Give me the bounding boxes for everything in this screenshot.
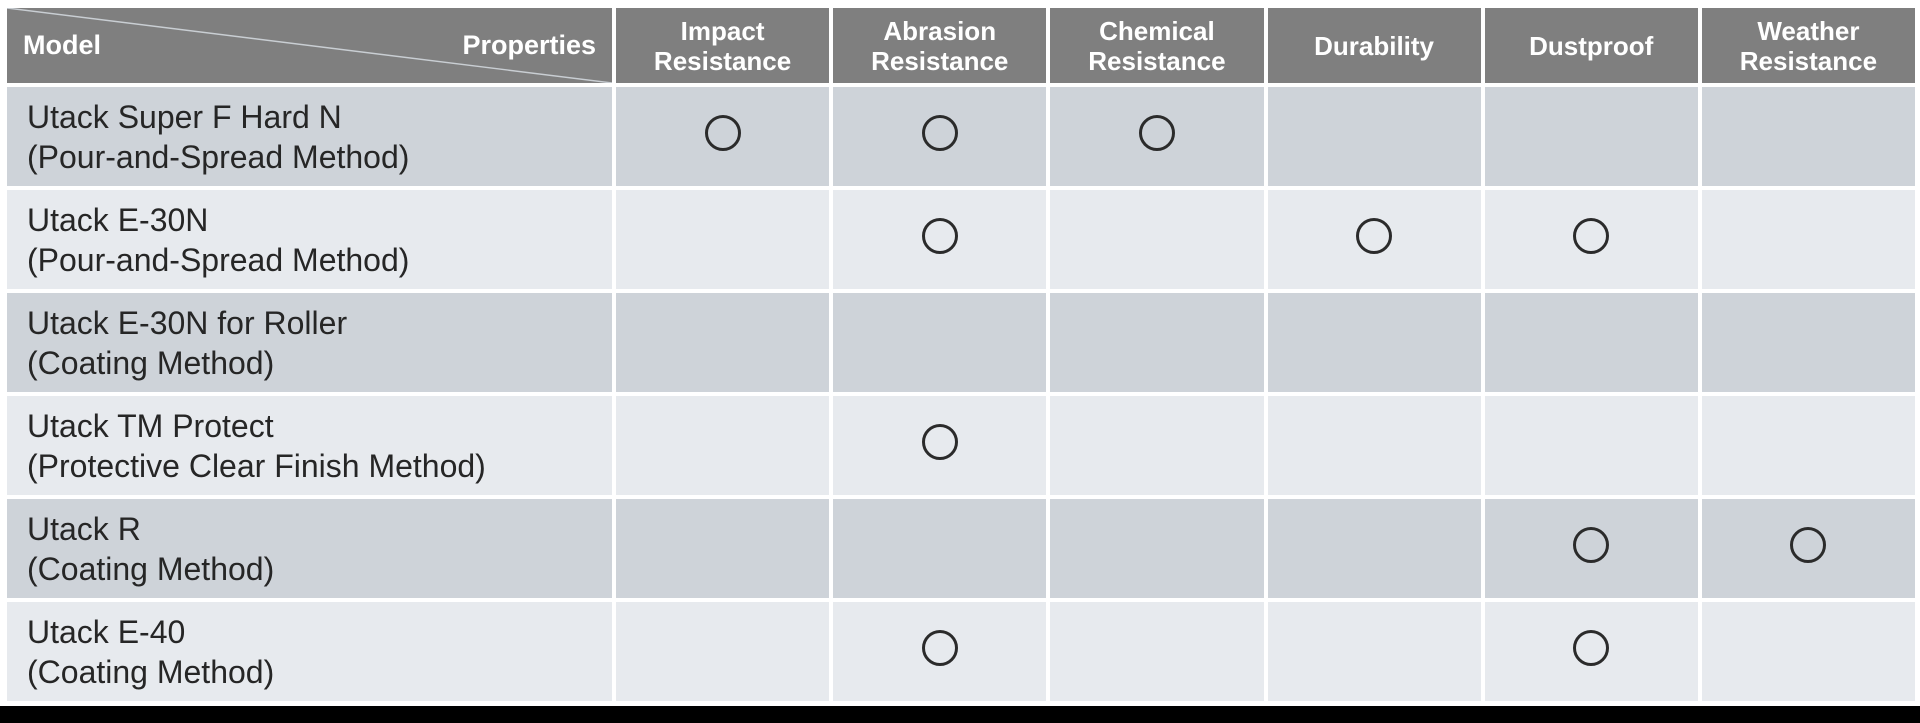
mark-cell xyxy=(1267,396,1481,495)
mark-cell xyxy=(1484,602,1698,701)
model-method: (Coating Method) xyxy=(27,653,275,690)
corner-header-cell: Model Properties xyxy=(7,8,612,83)
model-cell: Utack Super F Hard N (Pour-and-Spread Met… xyxy=(7,87,612,186)
mark-cell xyxy=(1267,293,1481,392)
mark-cell xyxy=(1701,87,1915,186)
model-method: (Protective Clear Finish Method) xyxy=(27,447,486,484)
mark-cell xyxy=(1701,396,1915,495)
model-cell: Utack TM Protect (Protective Clear Finish… xyxy=(7,396,612,495)
circle-mark-icon xyxy=(1573,526,1610,563)
mark-cell xyxy=(833,87,1047,186)
model-name: Utack R xyxy=(27,510,141,547)
model-cell: Utack E-30N for Roller (Coating Method) xyxy=(7,293,612,392)
model-name: Utack TM Protect xyxy=(27,407,274,444)
circle-mark-icon xyxy=(704,114,741,151)
model-method: (Coating Method) xyxy=(27,344,275,381)
model-name: Utack E-40 xyxy=(27,613,186,650)
mark-cell xyxy=(1701,602,1915,701)
mark-cell xyxy=(833,602,1047,701)
mark-cell xyxy=(833,293,1047,392)
model-method: (Pour-and-Spread Method) xyxy=(27,138,410,175)
circle-mark-icon xyxy=(1790,526,1827,563)
mark-cell xyxy=(833,499,1047,598)
corner-properties-label: Properties xyxy=(462,30,596,60)
mark-cell xyxy=(1701,293,1915,392)
column-header-impact-resistance: Impact Resistance xyxy=(616,8,830,83)
bottom-black-bar xyxy=(0,706,1920,723)
model-name: Utack E-30N for Roller xyxy=(27,304,348,341)
column-header-abrasion-resistance: Abrasion Resistance xyxy=(833,8,1047,83)
mark-cell xyxy=(1701,499,1915,598)
column-header-durability: Durability xyxy=(1267,8,1481,83)
corner-model-label: Model xyxy=(23,30,101,60)
column-header-chemical-resistance: Chemical Resistance xyxy=(1050,8,1264,83)
mark-cell xyxy=(1267,190,1481,289)
mark-cell xyxy=(1484,499,1698,598)
model-method: (Pour-and-Spread Method) xyxy=(27,241,410,278)
mark-cell xyxy=(1484,87,1698,186)
model-name: Utack Super F Hard N xyxy=(27,98,342,135)
mark-cell xyxy=(616,396,830,495)
model-cell: Utack R (Coating Method) xyxy=(7,499,612,598)
mark-cell xyxy=(616,293,830,392)
properties-comparison-table: Model Properties Impact Resistance Abras… xyxy=(7,8,1915,701)
diagonal-divider-line xyxy=(7,8,612,83)
mark-cell xyxy=(1050,87,1264,186)
circle-mark-icon xyxy=(1573,629,1610,666)
mark-cell xyxy=(1267,87,1481,186)
mark-cell xyxy=(1050,602,1264,701)
mark-cell xyxy=(1484,396,1698,495)
model-name: Utack E-30N xyxy=(27,201,209,238)
mark-cell xyxy=(616,499,830,598)
mark-cell xyxy=(1701,190,1915,289)
circle-mark-icon xyxy=(921,423,958,460)
circle-mark-icon xyxy=(921,629,958,666)
mark-cell xyxy=(1484,293,1698,392)
mark-cell xyxy=(1484,190,1698,289)
circle-mark-icon xyxy=(1356,217,1393,254)
circle-mark-icon xyxy=(1573,217,1610,254)
circle-mark-icon xyxy=(1138,114,1175,151)
mark-cell xyxy=(1267,602,1481,701)
mark-cell xyxy=(1267,499,1481,598)
model-cell: Utack E-40 (Coating Method) xyxy=(7,602,612,701)
mark-cell xyxy=(1050,190,1264,289)
mark-cell xyxy=(833,190,1047,289)
model-method: (Coating Method) xyxy=(27,550,275,587)
mark-cell xyxy=(616,87,830,186)
model-cell: Utack E-30N (Pour-and-Spread Method) xyxy=(7,190,612,289)
mark-cell xyxy=(833,396,1047,495)
circle-mark-icon xyxy=(921,217,958,254)
mark-cell xyxy=(1050,293,1264,392)
column-header-weather-resistance: Weather Resistance xyxy=(1701,8,1915,83)
column-header-dustproof: Dustproof xyxy=(1484,8,1698,83)
mark-cell xyxy=(1050,499,1264,598)
circle-mark-icon xyxy=(921,114,958,151)
mark-cell xyxy=(1050,396,1264,495)
mark-cell xyxy=(616,602,830,701)
mark-cell xyxy=(616,190,830,289)
